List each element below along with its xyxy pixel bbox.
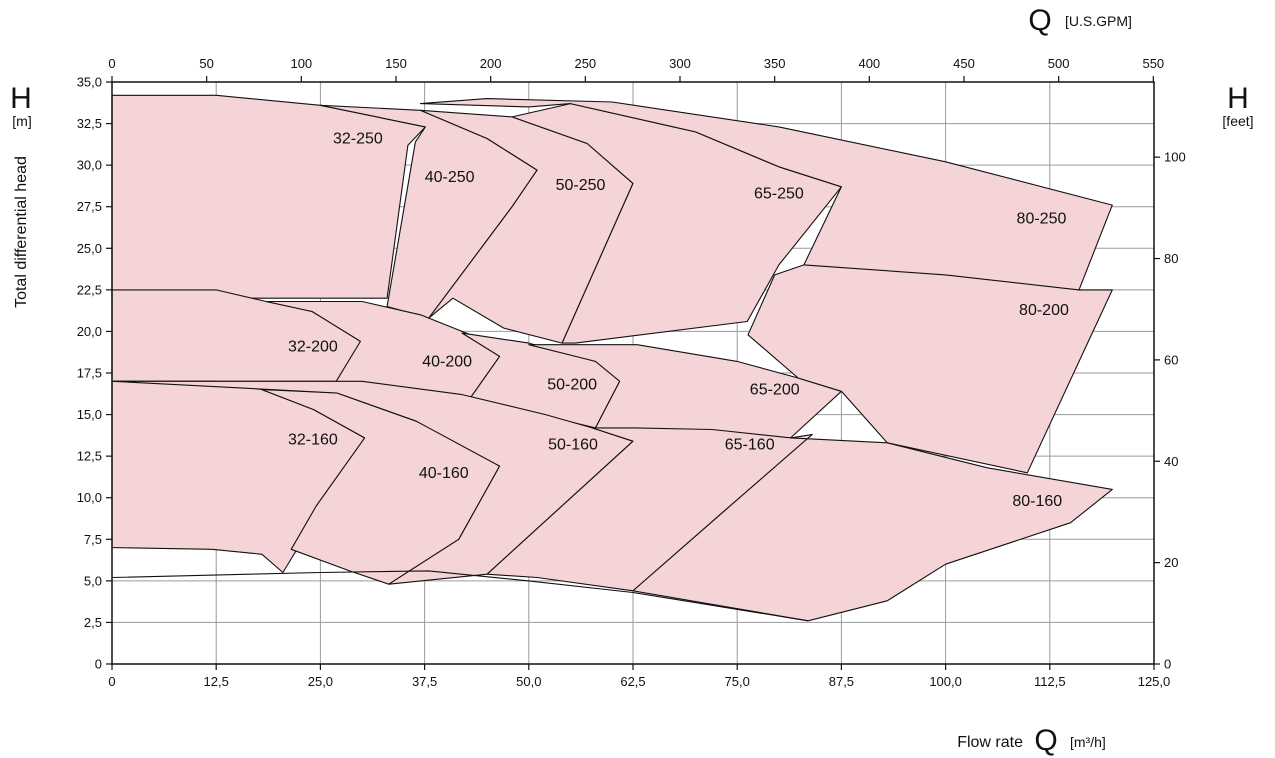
- right-axis-symbol: H: [1227, 82, 1249, 115]
- model-label-50-200: 50-200: [547, 377, 597, 394]
- y-tick-label: 15,0: [77, 407, 102, 422]
- y-tick-label: 20,0: [77, 324, 102, 339]
- y-tick-label: 25,0: [77, 241, 102, 256]
- x-tick-label: 0: [108, 674, 115, 689]
- x2-tick-label: 150: [385, 56, 407, 71]
- x-tick-label: 125,0: [1138, 674, 1171, 689]
- y-tick-label: 10,0: [77, 490, 102, 505]
- y2-tick-label: 0: [1164, 657, 1171, 672]
- model-label-80-160: 80-160: [1012, 493, 1062, 510]
- y-tick-label: 7,5: [84, 532, 102, 547]
- y-tick-label: 35,0: [77, 75, 102, 90]
- right-axis-unit: [feet]: [1222, 113, 1253, 129]
- x-tick-label: 75,0: [725, 674, 750, 689]
- pump-area-80-200: [747, 264, 1113, 474]
- x-tick-label: 112,5: [1034, 674, 1066, 689]
- model-label-40-160: 40-160: [419, 465, 469, 482]
- top-axis-symbol: Q: [1028, 4, 1051, 37]
- x2-tick-label: 550: [1142, 56, 1164, 71]
- model-label-50-160: 50-160: [548, 436, 598, 453]
- model-label-80-200: 80-200: [1019, 302, 1069, 319]
- y-tick-label: 0: [95, 657, 102, 672]
- model-label-32-250: 32-250: [333, 131, 383, 148]
- y2-tick-label: 40: [1164, 454, 1178, 469]
- model-label-65-160: 65-160: [725, 436, 775, 453]
- top-axis-unit: [U.S.GPM]: [1065, 13, 1132, 29]
- pump-area-32-250: [111, 94, 426, 299]
- x-tick-label: 100,0: [929, 674, 962, 689]
- y-tick-label: 2,5: [84, 615, 102, 630]
- x2-tick-label: 250: [574, 56, 596, 71]
- y-tick-label: 32,5: [77, 116, 102, 131]
- model-label-65-200: 65-200: [750, 382, 800, 399]
- x-tick-label: 87,5: [829, 674, 854, 689]
- x-axis-label: Flow rate: [957, 734, 1023, 751]
- model-label-80-250: 80-250: [1017, 210, 1067, 227]
- lower-boundary-line: [111, 570, 809, 622]
- model-label-40-250: 40-250: [425, 169, 475, 186]
- pump-area-65-200: [528, 344, 842, 439]
- model-label-50-250: 50-250: [556, 177, 606, 194]
- x2-tick-label: 350: [764, 56, 786, 71]
- x-tick-label: 50,0: [516, 674, 541, 689]
- bottom-axis-unit: [m³/h]: [1070, 734, 1106, 750]
- pump-area-80-160: [632, 433, 1113, 622]
- model-label-40-200: 40-200: [422, 353, 472, 370]
- x-tick-label: 25,0: [308, 674, 333, 689]
- x2-tick-label: 450: [953, 56, 975, 71]
- x-tick-label: 62,5: [620, 674, 645, 689]
- y-tick-label: 27,5: [77, 199, 102, 214]
- y-tick-label: 17,5: [77, 366, 102, 381]
- y-axis-label: Total differential head: [13, 156, 30, 308]
- x-tick-label: 12,5: [204, 674, 229, 689]
- model-label-65-250: 65-250: [754, 185, 804, 202]
- model-label-32-200: 32-200: [288, 338, 338, 355]
- axes: 0 12,5 25,0 37,5 50,0 62,5 75,0 87,5 100,0 112,5 1…: [77, 56, 1186, 689]
- x2-tick-label: 400: [858, 56, 880, 71]
- left-axis-symbol: H: [10, 82, 32, 115]
- x-tick-label: 37,5: [412, 674, 437, 689]
- model-labels: 32-250 40-250 50-250 65-250 80-250 32-200 40-2…: [288, 131, 1069, 511]
- x2-tick-label: 200: [480, 56, 502, 71]
- y-tick-label: 5,0: [84, 573, 102, 588]
- model-label-32-160: 32-160: [288, 432, 338, 449]
- y-tick-label: 22,5: [77, 282, 102, 297]
- x2-tick-label: 100: [290, 56, 312, 71]
- bottom-axis-symbol: Q: [1034, 724, 1057, 757]
- y2-tick-label: 20: [1164, 555, 1178, 570]
- x2-tick-label: 500: [1048, 56, 1070, 71]
- left-axis-unit: [m]: [12, 113, 31, 129]
- y2-tick-label: 100: [1164, 150, 1186, 165]
- y-tick-label: 12,5: [77, 449, 102, 464]
- y-tick-label: 30,0: [77, 158, 102, 173]
- x2-tick-label: 50: [199, 56, 213, 71]
- x2-tick-label: 0: [108, 56, 115, 71]
- y2-tick-label: 80: [1164, 251, 1178, 266]
- x2-tick-label: 300: [669, 56, 691, 71]
- performance-areas: [111, 94, 1113, 622]
- y2-tick-label: 60: [1164, 352, 1178, 367]
